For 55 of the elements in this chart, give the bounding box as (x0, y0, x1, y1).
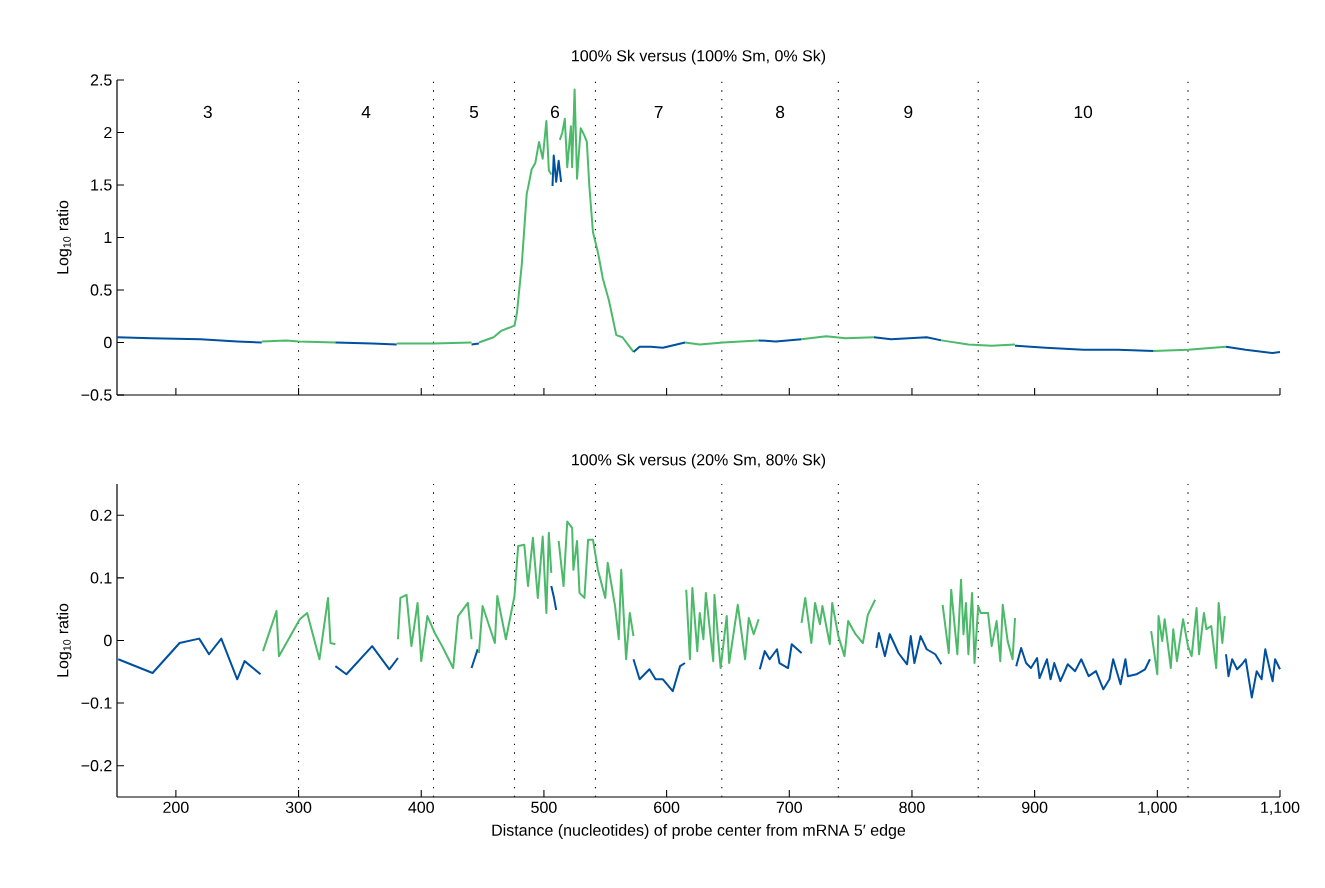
x-axis-title: Distance (nucleotides) of probe center from mRNA 5′ edge (492, 824, 906, 839)
annotation: 5 (469, 105, 479, 119)
line-series (558, 88, 635, 353)
line-series (1150, 601, 1226, 676)
chart-title: 100% Sk versus (20% Sm, 80% Sk) (572, 453, 826, 469)
x-tick-label: 900 (1022, 801, 1048, 814)
line-series (632, 658, 687, 693)
line-series (477, 119, 553, 344)
line-series (334, 645, 399, 676)
y-tick-label: 0.1 (90, 572, 112, 584)
line-series (1225, 648, 1281, 699)
y-tick-label: 0 (104, 336, 112, 349)
line-series (117, 637, 262, 681)
line-series (396, 593, 473, 670)
y-tick-label: 0.5 (90, 284, 112, 296)
x-tick-label: 1,100 (1261, 801, 1300, 815)
x-tick-label: 200 (163, 801, 189, 814)
line-series (1015, 647, 1151, 691)
line-series (551, 154, 563, 188)
y-tick-label: 2 (104, 126, 112, 139)
y-axis-title: Log$_{10}$ ratio (56, 200, 72, 274)
y-tick-label: 0 (104, 634, 112, 647)
annotation: 7 (654, 106, 663, 118)
x-tick-label: 500 (531, 801, 557, 814)
x-tick-label: 600 (654, 801, 680, 814)
y-tick-label: 2.5 (90, 74, 112, 86)
chart-title: 100% Sk versus (100% Sm, 0% Sk) (572, 49, 826, 65)
x-tick-label: 300 (285, 801, 312, 814)
line-series (800, 596, 877, 658)
y-tick-label: 1 (104, 231, 112, 243)
annotation: 9 (904, 105, 913, 119)
line-series (1225, 345, 1281, 354)
x-tick-label: 1,000 (1138, 801, 1177, 815)
line-series (477, 531, 553, 655)
x-tick-label: 400 (408, 801, 434, 814)
annotation: 10 (1074, 105, 1093, 119)
y-axis-title: Log$_{10}$ ratio (56, 603, 72, 677)
line-series (632, 341, 687, 353)
annotation: 6 (551, 105, 560, 119)
line-series (758, 643, 803, 671)
line-series (685, 586, 760, 670)
y-tick-label: −0.5 (81, 389, 112, 401)
annotation: 4 (361, 106, 371, 118)
x-tick-label: 800 (899, 801, 925, 814)
y-tick-label: −0.1 (81, 697, 112, 709)
x-tick-label: 700 (776, 801, 803, 814)
line-series (557, 520, 635, 661)
line-series (875, 631, 943, 666)
annotation: 8 (776, 105, 785, 119)
annotation: 3 (203, 105, 212, 119)
y-tick-label: 0.2 (90, 509, 112, 521)
line-series (941, 578, 1017, 665)
y-tick-label: 1.5 (91, 179, 112, 191)
y-tick-label: −0.2 (81, 760, 112, 772)
line-series (261, 596, 337, 661)
